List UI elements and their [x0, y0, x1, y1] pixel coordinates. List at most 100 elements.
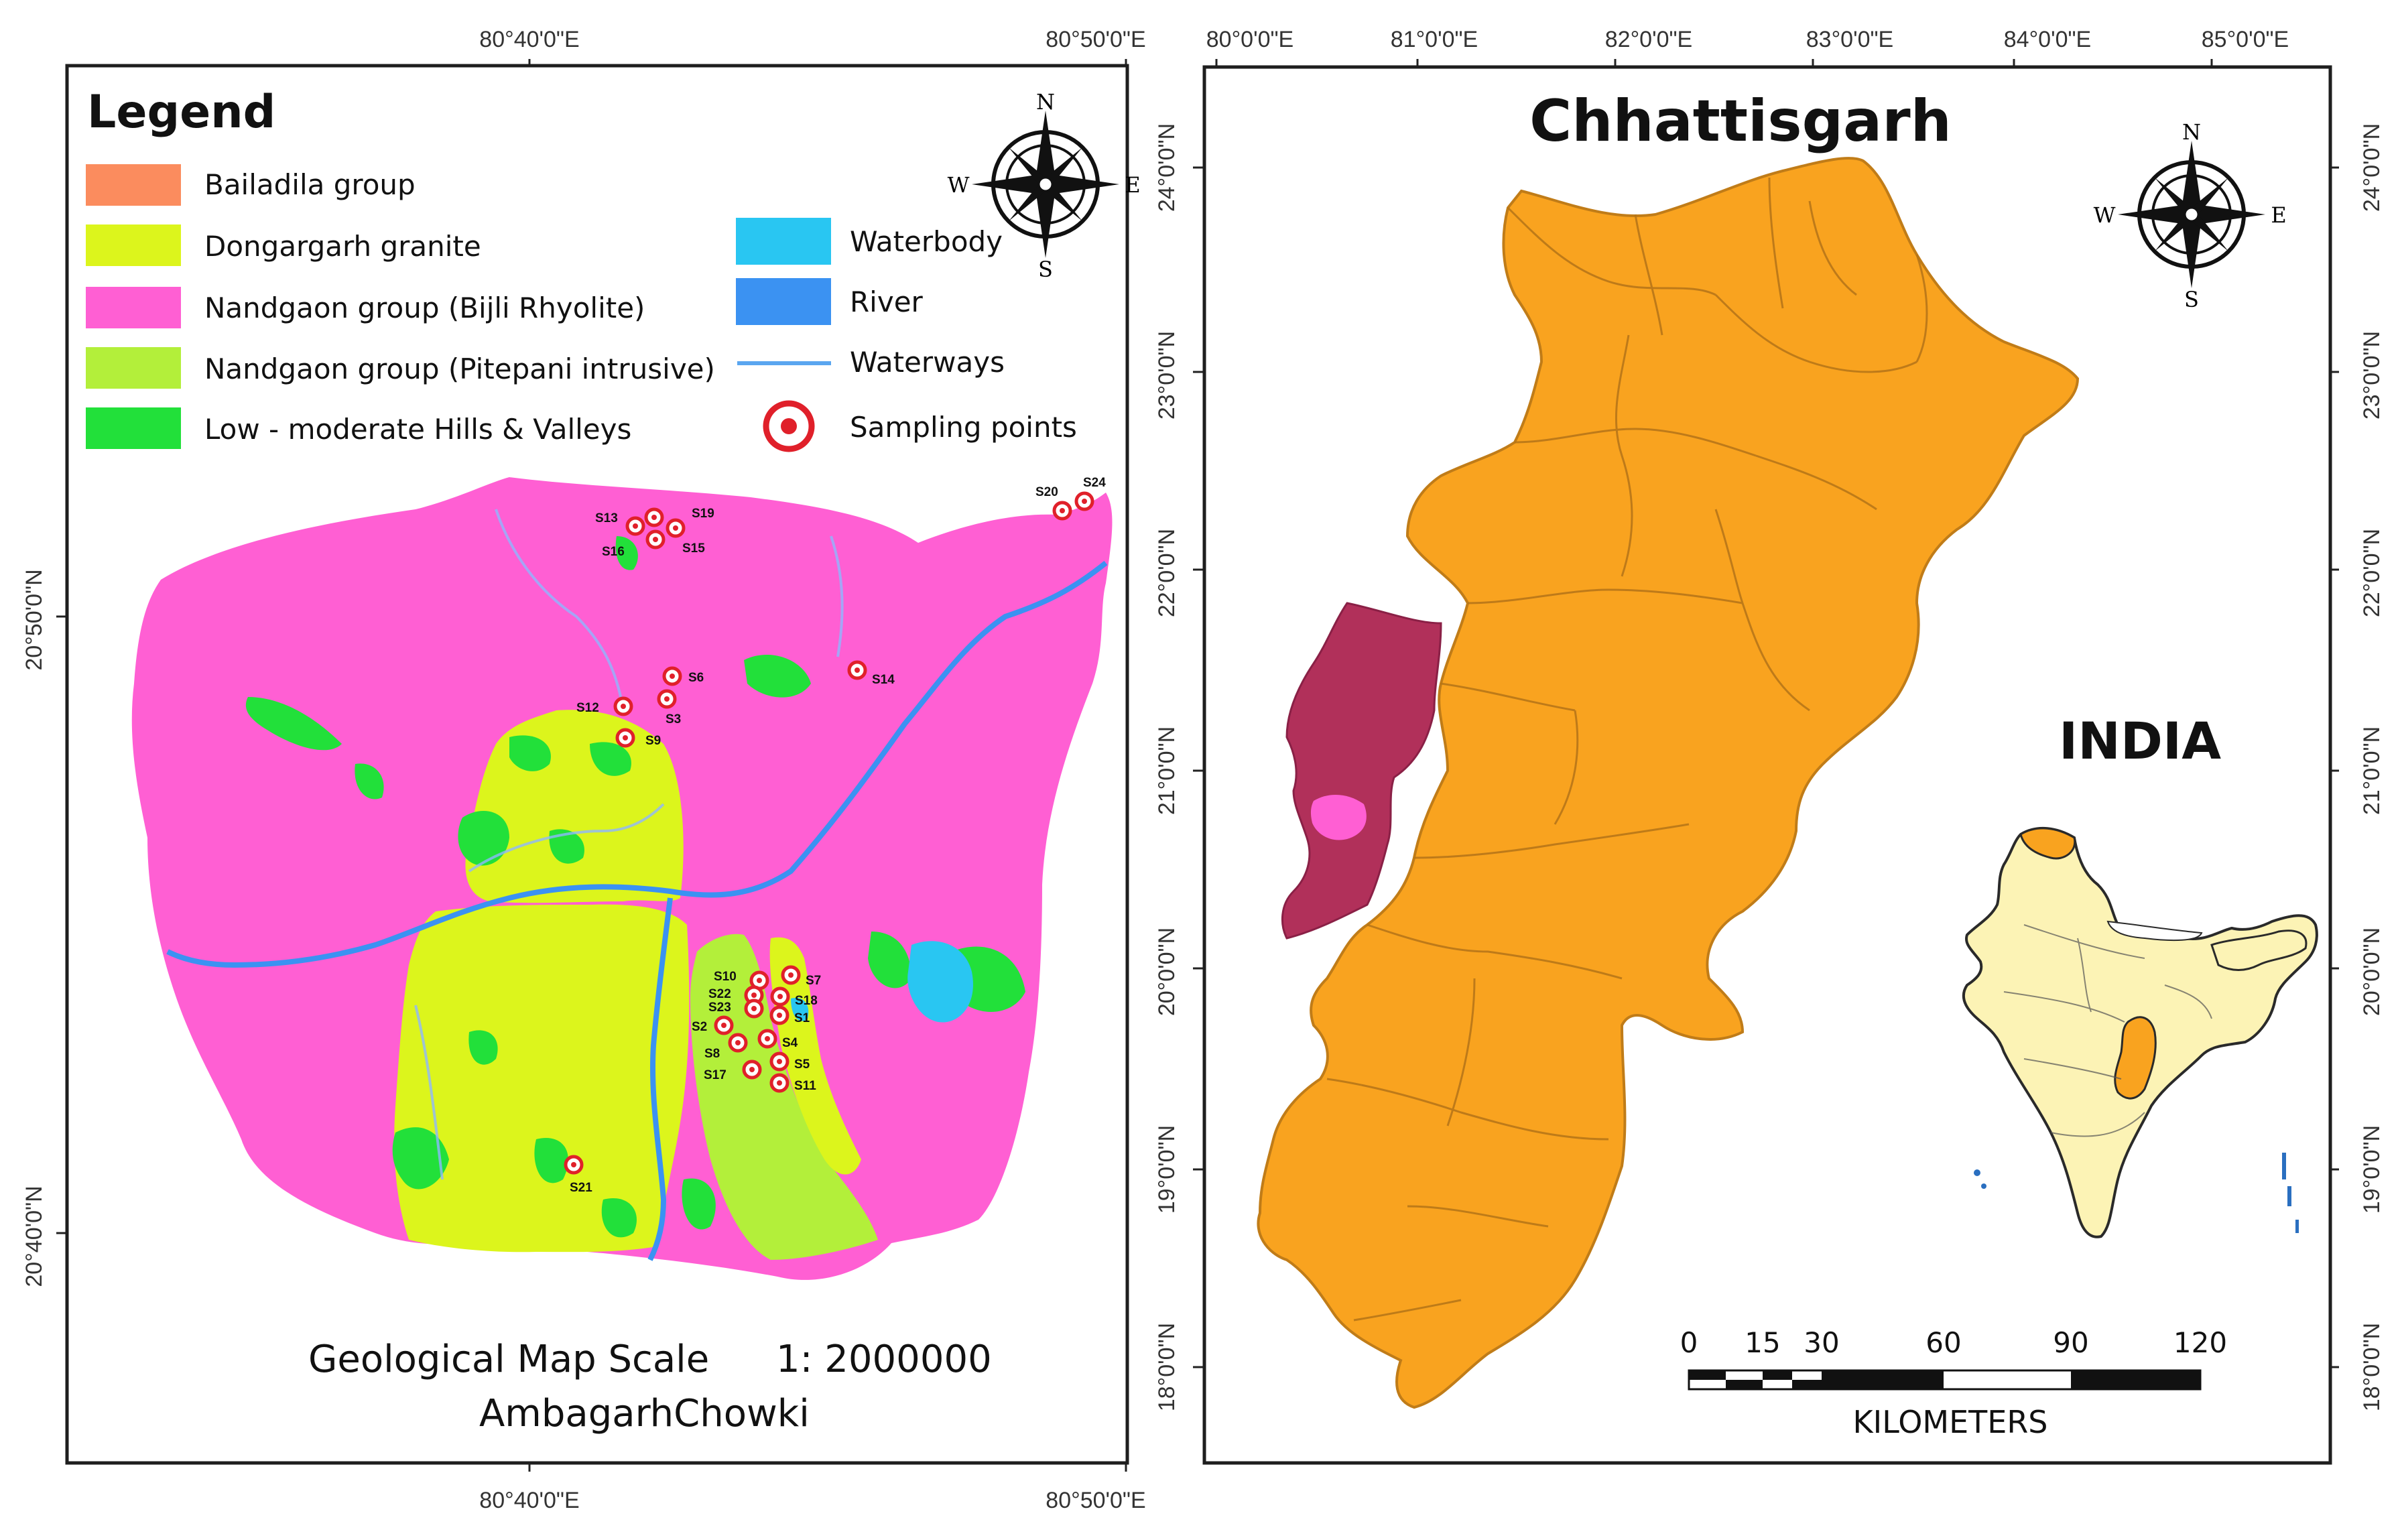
scale-tick-0: 0 — [1680, 1326, 1698, 1359]
inset-north-region — [2019, 827, 2076, 860]
sample-label: S24 — [1083, 476, 1106, 490]
waterbodies — [791, 941, 973, 1023]
map-caption-location: AmbagarhChowki — [479, 1392, 810, 1435]
compass-n: N — [1036, 89, 1055, 115]
sampling-point[interactable]: S1 — [769, 1005, 810, 1025]
sampling-point[interactable]: S11 — [769, 1073, 816, 1093]
sampling-point[interactable]: S13 — [595, 511, 645, 536]
sample-label: S11 — [794, 1079, 816, 1093]
legend-item: River — [736, 278, 924, 325]
north-arrow-icon: N S W E — [948, 89, 1141, 282]
right-coord-right-5: 20°0'0"N — [2359, 927, 2385, 1016]
right-coord-left-1: 24°0'0"N — [1154, 123, 1180, 212]
sample-label: S8 — [704, 1047, 720, 1061]
waterways — [414, 509, 844, 1180]
compass-s: S — [1038, 257, 1053, 282]
sampling-point[interactable]: S5 — [769, 1051, 810, 1072]
sampling-point[interactable]: S20 — [1035, 485, 1072, 521]
rivers — [166, 560, 1108, 1261]
sample-label: S18 — [795, 994, 818, 1008]
sampling-point-icon — [763, 400, 815, 452]
sampling-point[interactable]: S2 — [692, 1015, 734, 1035]
compass-e: E — [1125, 172, 1140, 198]
sample-label: S23 — [708, 1001, 731, 1015]
scale-tick-90: 90 — [2053, 1326, 2088, 1359]
sampling-point[interactable]: S19 — [644, 507, 714, 527]
right-coord-top-5: 84°0'0"E — [2004, 27, 2091, 52]
legend-label: Waterways — [850, 346, 1005, 379]
legend-label: Nandgaon group (Pitepani intrusive) — [204, 352, 715, 385]
sampling-point[interactable]: S16 — [602, 529, 666, 559]
sampling-point[interactable]: S17 — [704, 1060, 762, 1082]
left-coord-top-2: 80°50'0"E — [1046, 27, 1145, 52]
sampling-point[interactable]: S4 — [757, 1029, 798, 1050]
compass-w: W — [948, 172, 970, 198]
legend-item: Low - moderate Hills & Valleys — [86, 407, 631, 449]
legend-item: Sampling points — [763, 400, 1077, 452]
scale-tick-60: 60 — [1925, 1326, 1961, 1359]
sampling-point[interactable]: S15 — [666, 518, 705, 556]
legend-swatch — [86, 224, 181, 266]
right-coord-left-2: 23°0'0"N — [1154, 331, 1180, 420]
sampling-point[interactable]: S8 — [704, 1033, 748, 1061]
sample-label: S14 — [872, 673, 895, 687]
geology-area — [131, 477, 1113, 1280]
legend-item: Waterbody — [736, 218, 1003, 265]
legend-label: Bailadila group — [204, 168, 416, 201]
sample-label: S6 — [688, 671, 704, 685]
legend-label: Low - moderate Hills & Valleys — [204, 413, 631, 446]
scale-tick-15: 15 — [1745, 1326, 1780, 1359]
left-coord-top-1: 80°40'0"E — [479, 27, 579, 52]
legend-label: Nandgaon group (Bijli Rhyolite) — [204, 292, 645, 324]
sampling-point[interactable]: S12 — [576, 696, 633, 716]
sample-label: S9 — [645, 734, 661, 748]
legend-item: Nandgaon group (Pitepani intrusive) — [86, 347, 715, 389]
sampling-point[interactable]: S9 — [615, 728, 661, 748]
right-coord-right-2: 23°0'0"N — [2359, 331, 2385, 420]
inset-state-lines — [2003, 924, 2212, 1137]
pitepani-zone — [690, 934, 878, 1260]
right-coord-top-1: 80°0'0"E — [1206, 27, 1293, 52]
sampling-point[interactable]: S23 — [708, 999, 764, 1019]
india-inset-map — [1962, 826, 2318, 1238]
sampling-point[interactable]: S14 — [847, 660, 895, 687]
sample-label: S7 — [806, 974, 821, 988]
sampling-point[interactable]: S6 — [662, 666, 704, 686]
compass-s: S — [2184, 287, 2199, 312]
sampling-point[interactable]: S24 — [1074, 476, 1106, 511]
right-coord-right-4: 21°0'0"N — [2359, 726, 2385, 815]
right-coord-left-4: 21°0'0"N — [1154, 726, 1180, 815]
sample-label: S16 — [602, 545, 625, 559]
legend-swatch — [86, 347, 181, 389]
compass-e: E — [2271, 202, 2286, 228]
left-coord-left-1: 20°50'0"N — [21, 569, 47, 670]
sampling-point[interactable]: S21 — [564, 1155, 592, 1195]
sample-label: S15 — [682, 541, 705, 556]
inset-nepal — [2106, 920, 2203, 942]
sampling-point[interactable]: S18 — [770, 986, 818, 1008]
inset-islands — [1974, 1153, 2299, 1233]
chhattisgarh-state — [1257, 157, 2080, 1409]
legend-item: Waterways — [737, 346, 1005, 379]
sampling-point[interactable]: S3 — [657, 689, 681, 726]
inset-chhattisgarh — [2114, 1016, 2157, 1100]
sample-label: S3 — [666, 712, 681, 726]
right-coord-left-3: 22°0'0"N — [1154, 529, 1180, 617]
left-geological-map: 80°40'0"E 80°50'0"E 80°40'0"E 80°50'0"E … — [21, 27, 1146, 1513]
district-boundaries — [1326, 177, 1928, 1322]
left-coord-left-2: 20°40'0"N — [21, 1185, 47, 1287]
sample-label: S5 — [794, 1057, 810, 1072]
scale-tick-120: 120 — [2173, 1326, 2227, 1359]
map-caption-scale: 1: 2000000 — [776, 1338, 992, 1381]
legend-item: Nandgaon group (Bijli Rhyolite) — [86, 287, 645, 328]
legend-label: Dongargarh granite — [204, 230, 481, 263]
sample-label: S10 — [714, 970, 737, 984]
sampling-point[interactable]: S10 — [714, 970, 769, 990]
compass-n: N — [2182, 119, 2201, 145]
right-coord-right-6: 19°0'0"N — [2359, 1125, 2385, 1214]
right-coord-left-5: 20°0'0"N — [1154, 927, 1180, 1016]
legend-item: Bailadila group — [86, 164, 416, 206]
legend-swatch — [86, 407, 181, 449]
sampling-point[interactable]: S7 — [781, 965, 821, 988]
